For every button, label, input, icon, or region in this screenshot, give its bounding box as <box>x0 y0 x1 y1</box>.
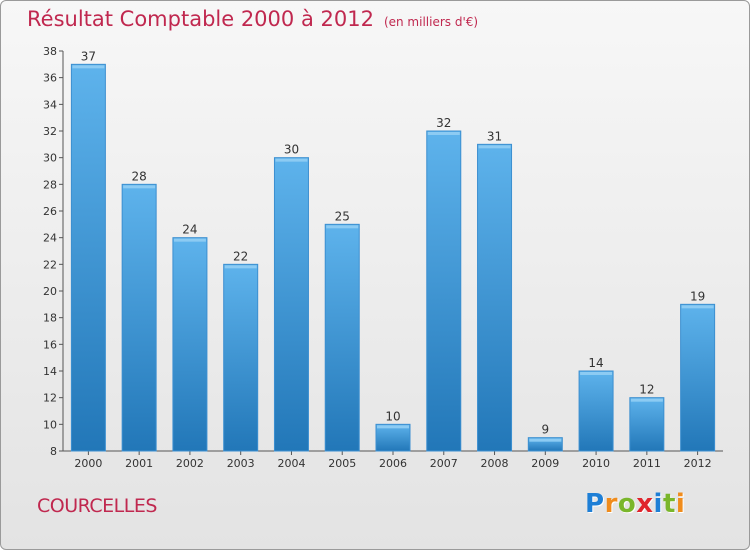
data-label: 19 <box>690 289 705 303</box>
x-tick-label: 2009 <box>531 457 559 470</box>
y-tick-label: 38 <box>43 45 57 58</box>
x-tick-label: 2005 <box>328 457 356 470</box>
bar <box>273 157 309 452</box>
x-tick-label: 2003 <box>227 457 255 470</box>
data-label: 28 <box>132 169 147 183</box>
y-tick-label: 30 <box>43 152 57 165</box>
bar-highlight <box>681 305 714 309</box>
y-tick-label: 20 <box>43 285 57 298</box>
data-label: 25 <box>335 209 350 223</box>
y-tick-label: 22 <box>43 258 57 271</box>
bar <box>426 130 462 452</box>
y-tick-label: 14 <box>43 365 57 378</box>
x-tick-label: 2008 <box>481 457 509 470</box>
y-tick-label: 24 <box>43 232 57 245</box>
bar <box>680 303 716 452</box>
data-label: 31 <box>487 129 502 143</box>
y-tick-label: 36 <box>43 72 57 85</box>
y-tick-label: 18 <box>43 312 57 325</box>
y-tick-label: 16 <box>43 338 57 351</box>
data-label: 32 <box>436 116 451 130</box>
logo-letter: i <box>653 489 663 519</box>
bar-highlight <box>529 438 562 442</box>
y-tick-label: 32 <box>43 125 57 138</box>
y-tick-label: 12 <box>43 392 57 405</box>
logo-letter: t <box>662 489 676 519</box>
data-label: 9 <box>541 423 549 437</box>
y-tick-label: 34 <box>43 98 57 111</box>
data-label: 12 <box>639 383 654 397</box>
bar-highlight <box>224 265 257 269</box>
x-tick-label: 2006 <box>379 457 407 470</box>
data-label: 37 <box>81 49 96 63</box>
bar <box>375 423 411 452</box>
bar <box>70 63 106 452</box>
logo-letter: r <box>604 489 618 519</box>
bar-highlight <box>427 132 460 135</box>
x-tick-label: 2002 <box>176 457 204 470</box>
x-tick-label: 2010 <box>582 457 610 470</box>
bar-highlight <box>123 185 156 189</box>
x-tick-label: 2011 <box>633 457 661 470</box>
logo-letter: P <box>585 489 605 519</box>
bar <box>477 143 513 452</box>
bar-highlight <box>580 372 613 375</box>
bar <box>578 370 614 452</box>
bar-highlight <box>630 398 663 402</box>
bar-highlight <box>275 158 308 162</box>
x-tick-label: 2012 <box>684 457 712 470</box>
bar-highlight <box>377 425 409 429</box>
data-label: 22 <box>233 249 248 263</box>
logo-letter: x <box>636 489 654 519</box>
x-tick-label: 2001 <box>125 457 153 470</box>
bar <box>121 183 157 452</box>
bar <box>324 223 360 452</box>
x-tick-label: 2004 <box>277 457 305 470</box>
commune-name: COURCELLES <box>37 495 157 517</box>
data-label: 14 <box>588 356 603 370</box>
logo-letter: o <box>617 489 637 519</box>
x-tick-label: 2007 <box>430 457 458 470</box>
chart-subtitle: (en milliers d'€) <box>383 15 479 29</box>
data-label: 24 <box>182 223 197 237</box>
y-tick-label: 26 <box>43 205 57 218</box>
bar-highlight <box>326 225 359 229</box>
proxiti-logo[interactable]: Proxiti <box>585 489 685 519</box>
y-tick-label: 10 <box>43 418 57 431</box>
chart-bars <box>70 63 716 452</box>
logo-letter: i <box>675 489 686 519</box>
bar <box>629 397 665 452</box>
chart-title: Résultat Comptable 2000 à 2012 <box>27 7 374 31</box>
y-tick-label: 28 <box>43 178 57 191</box>
bar-highlight <box>173 238 206 242</box>
bar-highlight <box>72 65 105 69</box>
bar <box>172 237 208 452</box>
bar-highlight <box>478 145 511 149</box>
data-label: 10 <box>385 409 400 423</box>
data-label: 30 <box>284 143 299 157</box>
chart-title-block: Résultat Comptable 2000 à 2012 (en millie… <box>27 7 478 31</box>
y-tick-label: 8 <box>50 445 57 458</box>
chart-axes: 8 10 12 14 16 18 20 22 24 26 28 30 32 34 36 38 2000 2001 2… <box>43 45 723 470</box>
chart-data-labels: 37 28 24 22 30 25 10 32 31 9 14 12 19 <box>81 49 706 436</box>
bar <box>223 263 259 452</box>
x-tick-label: 2000 <box>74 457 102 470</box>
